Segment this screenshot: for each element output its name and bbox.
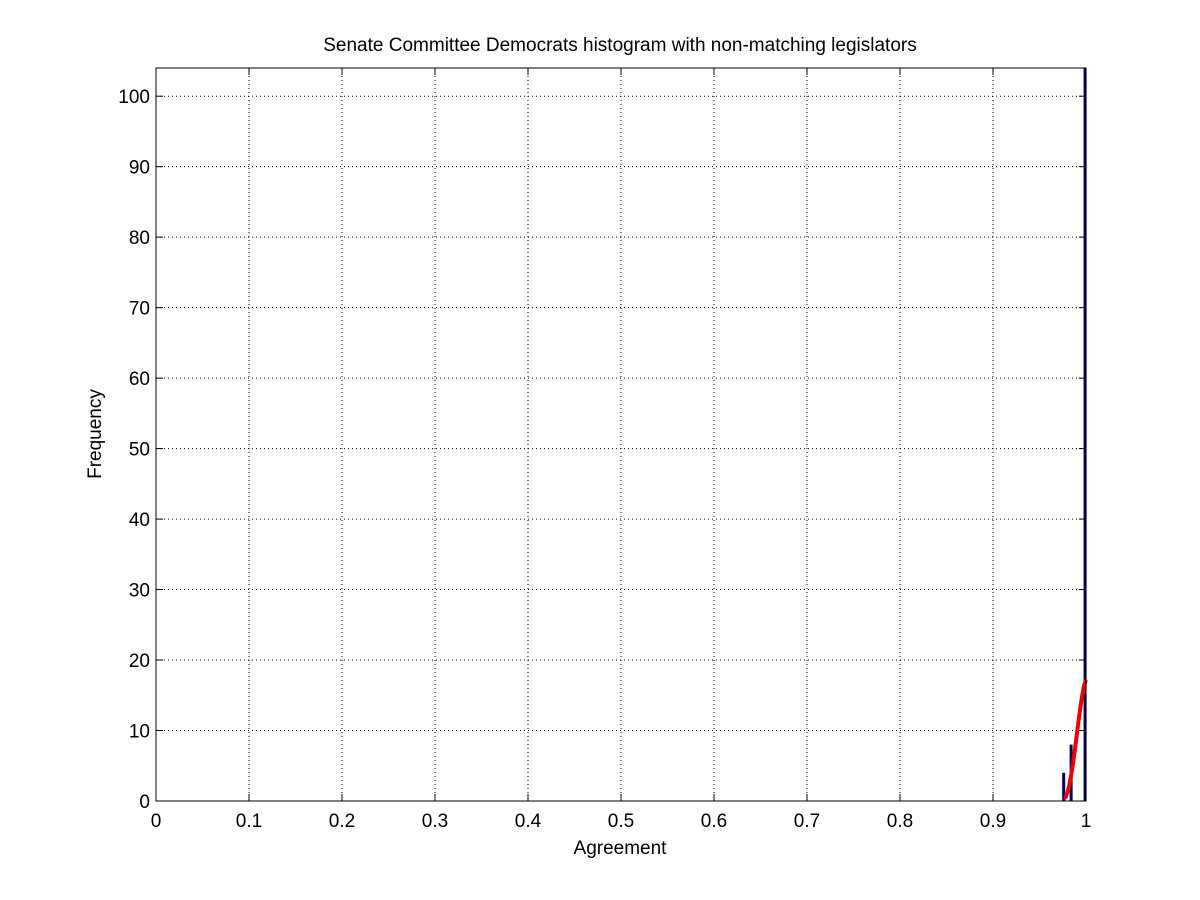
y-tick-label: 100 bbox=[118, 87, 150, 108]
y-tick-label: 60 bbox=[129, 369, 150, 390]
x-tick-label: 0.2 bbox=[329, 811, 355, 832]
y-tick-label: 0 bbox=[139, 792, 150, 813]
histogram-bar bbox=[1062, 772, 1066, 801]
x-tick-label: 0.4 bbox=[515, 811, 542, 832]
x-tick-label: 0.1 bbox=[236, 811, 262, 832]
x-tick-label: 1 bbox=[1081, 811, 1092, 832]
y-tick-label: 70 bbox=[129, 299, 150, 320]
histogram-bar bbox=[1083, 68, 1087, 801]
y-tick-label: 80 bbox=[129, 228, 150, 249]
x-tick-label: 0.9 bbox=[980, 811, 1006, 832]
y-tick-label: 20 bbox=[129, 651, 150, 672]
x-tick-label: 0.6 bbox=[701, 811, 727, 832]
plot-area: 0 0.1 0.2 0.3 0.4 0.5 0.6 0.7 0.8 0.9 101020304050… bbox=[118, 67, 1091, 832]
x-axis-label: Agreement bbox=[574, 838, 668, 859]
axes-background bbox=[156, 68, 1086, 801]
x-tick-label: 0 bbox=[151, 811, 162, 832]
y-tick-label: 90 bbox=[129, 158, 150, 179]
fit-curve-layer bbox=[1063, 679, 1088, 800]
y-tick-label: 30 bbox=[129, 581, 150, 602]
y-axis-label: Frequency bbox=[85, 389, 106, 479]
x-tick-label: 0.3 bbox=[422, 811, 448, 832]
fit-curve-line bbox=[1063, 679, 1088, 800]
chart-title: Senate Committee Democrats histogram wit… bbox=[323, 35, 916, 56]
x-tick-label: 0.8 bbox=[887, 811, 913, 832]
axis-ticks: 0 0.1 0.2 0.3 0.4 0.5 0.6 0.7 0.8 0.9 101020304050… bbox=[118, 68, 1091, 832]
x-tick-label: 0.7 bbox=[794, 811, 820, 832]
y-tick-label: 50 bbox=[129, 440, 150, 461]
y-tick-label: 40 bbox=[129, 510, 150, 531]
grid-lines bbox=[156, 68, 1086, 801]
y-tick-label: 10 bbox=[129, 722, 150, 743]
x-tick-label: 0.5 bbox=[608, 811, 634, 832]
